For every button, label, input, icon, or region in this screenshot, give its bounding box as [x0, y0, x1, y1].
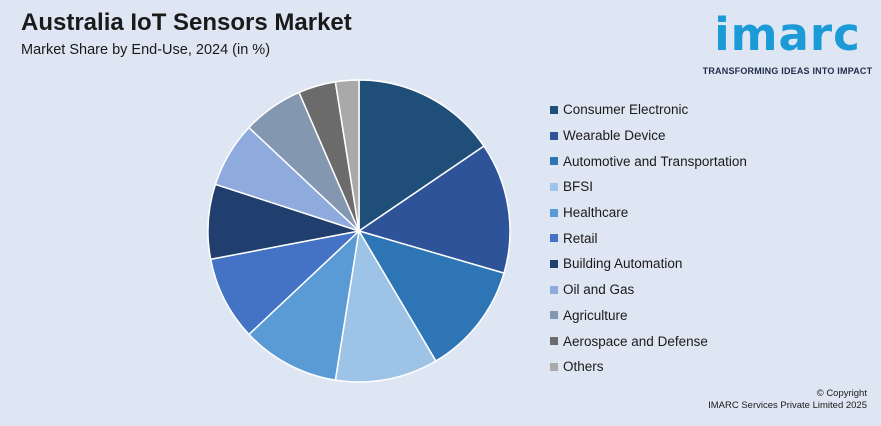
- chart-legend: Consumer Electronic Wearable Device Automo…: [550, 97, 747, 380]
- legend-label: Healthcare: [563, 205, 629, 221]
- legend-swatch: [550, 131, 558, 140]
- legend-item-retail: Retail: [550, 225, 747, 251]
- legend-label: Wearable Device: [563, 128, 666, 144]
- legend-swatch: [550, 259, 558, 268]
- legend-item-building-automation: Building Automation: [550, 251, 747, 277]
- legend-swatch: [550, 208, 558, 217]
- legend-item-oil-and-gas: Oil and Gas: [550, 277, 747, 303]
- pie-slice-consumer-electronic: [358, 79, 485, 233]
- legend-item-agriculture: Agriculture: [550, 303, 747, 329]
- legend-swatch: [550, 311, 558, 320]
- legend-item-healthcare: Healthcare: [550, 200, 747, 226]
- copyright: © Copyright IMARC Services Private Limit…: [708, 388, 867, 412]
- legend-item-aerospace-and-defense: Aerospace and Defense: [550, 328, 747, 354]
- legend-label: Others: [563, 359, 604, 375]
- legend-label: Aerospace and Defense: [563, 333, 708, 349]
- legend-label: Consumer Electronic: [563, 102, 689, 118]
- legend-swatch: [550, 182, 558, 191]
- chart-title: Australia IoT Sensors Market: [21, 9, 352, 36]
- legend-label: BFSI: [563, 179, 594, 195]
- legend-item-bfsi: BFSI: [550, 174, 747, 200]
- pie-slice-healthcare: [247, 228, 361, 381]
- pie-slice-others: [334, 79, 360, 232]
- pie-slice-automotive-and-transportation: [357, 229, 505, 362]
- legend-label: Building Automation: [563, 256, 683, 272]
- legend-label: Retail: [563, 230, 598, 246]
- pie-slice-bfsi: [334, 228, 437, 383]
- legend-swatch: [550, 105, 558, 114]
- legend-item-others: Others: [550, 354, 747, 380]
- legend-item-consumer-electronic: Consumer Electronic: [550, 97, 747, 123]
- legend-swatch: [550, 337, 558, 346]
- copyright-line2: IMARC Services Private Limited 2025: [708, 400, 867, 411]
- legend-label: Agriculture: [563, 307, 628, 323]
- pie-slice-retail: [209, 229, 362, 336]
- legend-swatch: [550, 362, 558, 371]
- legend-swatch: [550, 157, 558, 166]
- legend-swatch: [550, 285, 558, 294]
- chart-subtitle: Market Share by End-Use, 2024 (in %): [21, 42, 271, 58]
- legend-item-automotive-and-transportation: Automotive and Transportation: [550, 148, 747, 174]
- logo-tagline: TRANSFORMING IDEAS INTO IMPACT: [702, 66, 873, 76]
- legend-item-wearable-device: Wearable Device: [550, 123, 747, 149]
- legend-label: Automotive and Transportation: [563, 153, 747, 169]
- imarc-logo: imarc TRANSFORMING IDEAS INTO IMPACT: [700, 6, 875, 76]
- legend-swatch: [550, 234, 558, 243]
- copyright-line1: © Copyright: [816, 388, 867, 399]
- legend-label: Oil and Gas: [563, 282, 635, 298]
- logo-wordmark: imarc: [714, 8, 861, 61]
